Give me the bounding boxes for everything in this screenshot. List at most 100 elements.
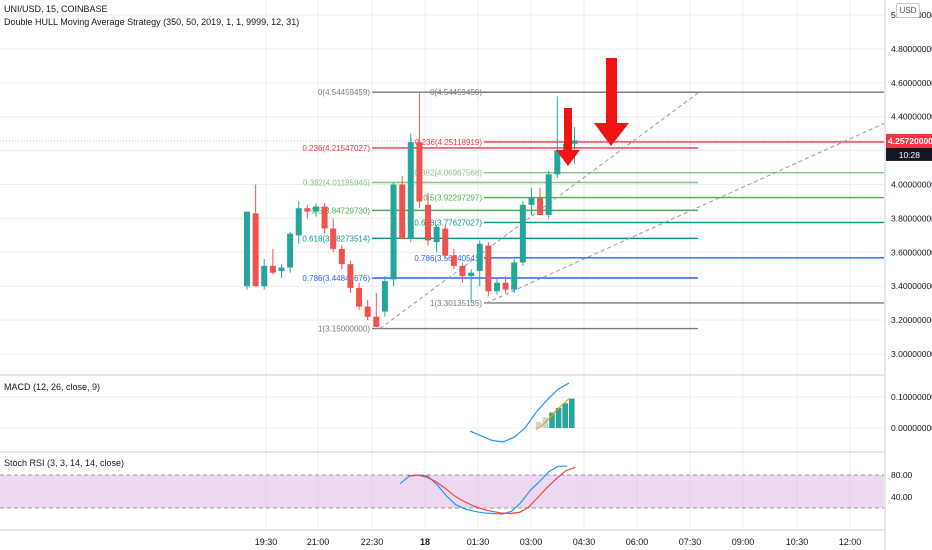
macd-tick-label: 0.10000000 bbox=[891, 392, 932, 402]
macd-tick-label: 0.00000000 bbox=[891, 423, 932, 433]
macd-title: MACD (12, 26, close, 9) bbox=[4, 382, 101, 392]
candle-body bbox=[407, 142, 414, 239]
macd-pane bbox=[469, 382, 575, 443]
time-tick-label: 21:00 bbox=[307, 537, 330, 547]
time-tick-label: 19:30 bbox=[255, 537, 278, 547]
countdown-badge bbox=[886, 147, 932, 161]
fib-level-label: 0.382(4.01185946) bbox=[303, 178, 370, 187]
time-tick-label: 04:30 bbox=[573, 537, 596, 547]
candle-body bbox=[519, 204, 526, 263]
price-tick-label: 3.60000000 bbox=[891, 247, 932, 257]
time-tick-label: 18 bbox=[420, 537, 430, 547]
currency-badge[interactable]: USD bbox=[896, 3, 920, 18]
candle-body bbox=[338, 248, 345, 265]
fib-trendline bbox=[485, 123, 885, 304]
time-tick-label: 06:00 bbox=[626, 537, 649, 547]
candle-body bbox=[571, 140, 578, 144]
candle-body bbox=[390, 184, 397, 280]
candle-body bbox=[356, 287, 363, 307]
candle-body bbox=[511, 262, 518, 290]
stoch-rsi-title: Stoch RSI (3, 3, 14, 14, close) bbox=[4, 458, 125, 468]
candle-body bbox=[373, 316, 380, 327]
countdown-value: 10:28 bbox=[899, 150, 921, 160]
annotation-arrows bbox=[556, 58, 629, 166]
candle-body bbox=[468, 272, 475, 277]
candle-body bbox=[442, 228, 449, 256]
fib-level-label: 1(3.30135135) bbox=[430, 299, 482, 308]
stoch-rsi-tick-label: 40.00 bbox=[891, 492, 913, 502]
macd-line bbox=[469, 382, 570, 443]
fib-level-label: 0.786(3.44843676) bbox=[302, 274, 370, 283]
candle-body bbox=[287, 233, 294, 268]
candle-body bbox=[459, 265, 466, 277]
candle-body bbox=[537, 198, 544, 216]
fib-level-label: 0(4.54459459) bbox=[430, 88, 482, 97]
candle-body bbox=[433, 226, 440, 243]
price-tick-label: 3.00000000 bbox=[891, 349, 932, 359]
price-tick-label: 4.00000000 bbox=[891, 180, 932, 190]
fib-level-label: 0.5(3.92297297) bbox=[423, 194, 482, 203]
candle-body bbox=[554, 150, 561, 175]
time-tick-label: 03:00 bbox=[520, 537, 543, 547]
candle-body bbox=[312, 206, 319, 212]
price-badge-value: 4.25720000 bbox=[888, 136, 932, 146]
candle-body bbox=[450, 255, 457, 266]
candle-body bbox=[485, 245, 492, 292]
candle-body bbox=[304, 208, 311, 212]
price-tick-label: 4.80000000 bbox=[891, 44, 932, 54]
candle-body bbox=[347, 264, 354, 288]
time-tick-label: 07:30 bbox=[679, 537, 702, 547]
candle-body bbox=[425, 204, 432, 241]
candle-body bbox=[399, 184, 406, 239]
stoch-rsi-k-line bbox=[399, 465, 568, 515]
candle-body bbox=[261, 265, 268, 287]
fib-level-label: 0.786(3.56740541) bbox=[414, 254, 482, 263]
time-tick-label: 01:30 bbox=[467, 537, 490, 547]
stoch-rsi-tick-label: 80.00 bbox=[891, 470, 913, 480]
candlestick-series bbox=[244, 92, 578, 327]
candle-body bbox=[278, 267, 285, 271]
fib-level-label: 0.382(4.06967568) bbox=[414, 169, 482, 178]
candle-body bbox=[381, 281, 388, 312]
macd-histogram-bar bbox=[562, 403, 568, 428]
price-tick-label: 3.40000000 bbox=[891, 281, 932, 291]
candle-body bbox=[502, 282, 509, 290]
time-tick-label: 22:30 bbox=[361, 537, 384, 547]
symbol-title: UNI/USD, 15, COINBASE bbox=[4, 4, 108, 14]
candle-body bbox=[364, 306, 371, 317]
arrow-down-small bbox=[556, 108, 580, 166]
fib-level-label: 0(4.54459459) bbox=[318, 88, 370, 97]
fib-level-label: 0.618(3.68273514) bbox=[302, 234, 370, 243]
fib-level-label: 1(3.15000000) bbox=[318, 325, 370, 334]
candle-body bbox=[295, 208, 302, 236]
price-tick-label: 4.60000000 bbox=[891, 78, 932, 88]
time-tick-label: 12:00 bbox=[839, 537, 862, 547]
candle-body bbox=[330, 228, 337, 249]
time-tick-label: 10:30 bbox=[786, 537, 809, 547]
candle-body bbox=[416, 142, 423, 202]
fib-level-label: 0.5(3.84729730) bbox=[311, 206, 370, 215]
candle-body bbox=[493, 282, 500, 292]
fib-level-label: 0.618(3.77627027) bbox=[414, 218, 482, 227]
macd-histogram-bar bbox=[536, 421, 542, 428]
fib-level-label: 0.236(4.21547027) bbox=[302, 144, 370, 153]
grid bbox=[0, 0, 884, 530]
price-badge bbox=[886, 133, 932, 148]
strategy-title: Double HULL Moving Average Strategy (350… bbox=[4, 17, 300, 27]
stoch-rsi-pane bbox=[0, 465, 884, 515]
macd-histogram-bar bbox=[555, 407, 562, 428]
macd-histogram-bar bbox=[549, 412, 555, 428]
fib-level-label: 0.236(4.25118919) bbox=[415, 138, 482, 147]
candle-body bbox=[269, 265, 276, 273]
macd-histogram-bar bbox=[569, 398, 575, 428]
price-tick-label: 3.80000000 bbox=[891, 213, 932, 223]
price-tick-label: 4.40000000 bbox=[891, 112, 932, 122]
candle-body bbox=[545, 174, 552, 216]
macd-signal-line bbox=[535, 398, 570, 431]
stoch-rsi-d-line bbox=[407, 466, 576, 515]
price-tick-label: 3.20000000 bbox=[891, 315, 932, 325]
candle-body bbox=[252, 213, 259, 287]
candle-body bbox=[476, 243, 483, 271]
